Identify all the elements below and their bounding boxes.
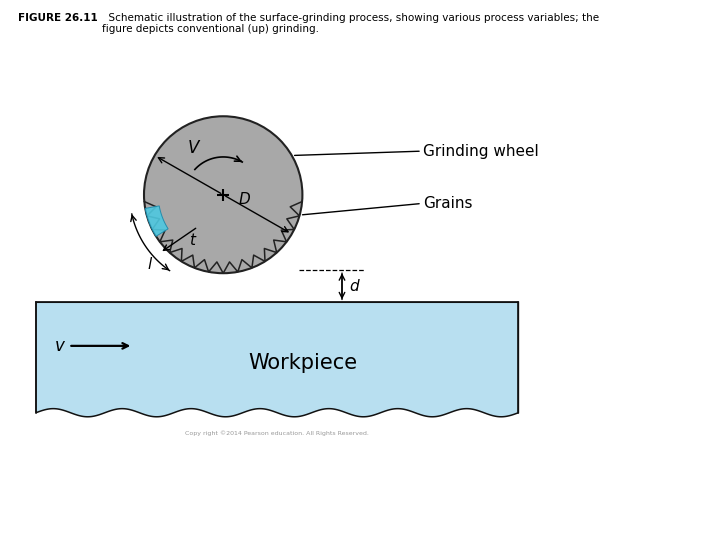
Ellipse shape [144,116,302,273]
Text: PEARSON: PEARSON [613,507,720,527]
Text: d: d [349,279,359,294]
Text: Manufacturing Engineering and Technology, Seventh Edition: Manufacturing Engineering and Technology… [102,504,374,514]
Text: Serope Kalpakjian | Steven R. Schmid: Serope Kalpakjian | Steven R. Schmid [153,523,323,532]
Text: v: v [55,337,65,355]
Text: Copyright ©2014 by Pearson Education, Inc.: Copyright ©2014 by Pearson Education, In… [389,504,590,514]
Text: V: V [187,139,199,157]
Text: Workpiece: Workpiece [248,353,357,373]
Text: FIGURE 26.11: FIGURE 26.11 [18,13,98,23]
Text: t: t [189,233,195,247]
Text: Grinding wheel: Grinding wheel [423,144,539,159]
Polygon shape [145,206,168,237]
Polygon shape [36,302,518,417]
Text: All rights reserved.: All rights reserved. [446,523,533,532]
Text: Schematic illustration of the surface-grinding process, showing various process : Schematic illustration of the surface-gr… [102,13,599,35]
Text: ALWAYS LEARNING: ALWAYS LEARNING [11,512,106,522]
Text: Copy right ©2014 Pearson education. All Rights Reserved.: Copy right ©2014 Pearson education. All … [185,430,369,436]
Text: D: D [239,192,251,207]
Text: l: l [148,257,151,272]
Text: Grains: Grains [423,196,473,211]
